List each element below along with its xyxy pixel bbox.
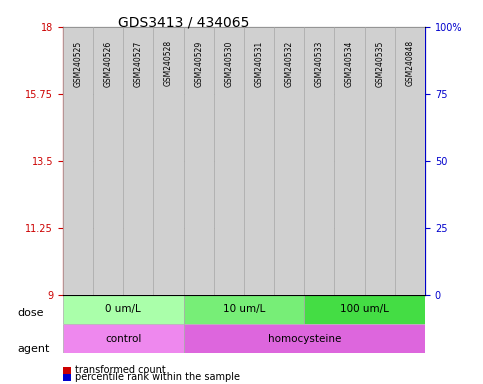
Bar (341, 229, 358, 295)
FancyBboxPatch shape (184, 27, 213, 295)
FancyBboxPatch shape (395, 27, 425, 295)
Bar (250, 169, 268, 295)
Text: agent: agent (17, 344, 49, 354)
Text: 100 um/L: 100 um/L (340, 305, 389, 314)
Point (406, 43, 414, 49)
Bar (159, 167, 178, 295)
Text: GSM240527: GSM240527 (134, 40, 143, 86)
FancyBboxPatch shape (334, 27, 365, 295)
Text: 10 um/L: 10 um/L (223, 305, 265, 314)
Text: GSM240532: GSM240532 (284, 40, 294, 86)
FancyBboxPatch shape (154, 27, 184, 295)
FancyBboxPatch shape (304, 295, 425, 324)
Point (195, 67, 202, 73)
FancyBboxPatch shape (123, 27, 154, 295)
Point (165, 56, 172, 62)
FancyBboxPatch shape (184, 295, 304, 324)
FancyBboxPatch shape (365, 27, 395, 295)
Point (376, 51, 384, 57)
Point (285, 56, 293, 62)
Text: GSM240528: GSM240528 (164, 40, 173, 86)
Bar (401, 122, 419, 295)
Text: GSM240848: GSM240848 (405, 40, 414, 86)
Bar (280, 217, 298, 295)
FancyBboxPatch shape (63, 27, 93, 295)
Text: transformed count: transformed count (75, 365, 166, 375)
Text: GSM240531: GSM240531 (255, 40, 264, 86)
FancyBboxPatch shape (304, 27, 334, 295)
Text: GDS3413 / 434065: GDS3413 / 434065 (118, 15, 249, 29)
Text: dose: dose (17, 308, 43, 318)
Bar (311, 166, 328, 295)
Text: GSM240535: GSM240535 (375, 40, 384, 87)
Bar (371, 167, 389, 295)
Text: GSM240534: GSM240534 (345, 40, 354, 87)
Bar (69, 155, 87, 295)
FancyBboxPatch shape (184, 324, 425, 353)
Bar (189, 248, 208, 295)
Point (255, 51, 263, 57)
Point (346, 51, 354, 57)
Text: percentile rank within the sample: percentile rank within the sample (75, 372, 240, 382)
Text: GSM240525: GSM240525 (73, 40, 83, 86)
FancyBboxPatch shape (213, 27, 244, 295)
Bar (99, 162, 117, 295)
FancyBboxPatch shape (63, 324, 184, 353)
Point (134, 48, 142, 54)
Text: control: control (105, 334, 142, 344)
FancyBboxPatch shape (274, 27, 304, 295)
Bar (129, 164, 147, 295)
Text: GSM240529: GSM240529 (194, 40, 203, 86)
Text: 0 um/L: 0 um/L (105, 305, 141, 314)
Bar (220, 252, 238, 295)
FancyBboxPatch shape (63, 295, 184, 324)
Point (104, 43, 112, 49)
Text: GSM240533: GSM240533 (315, 40, 324, 87)
Text: homocysteine: homocysteine (268, 334, 341, 344)
Point (315, 51, 323, 57)
Text: GSM240526: GSM240526 (103, 40, 113, 86)
FancyBboxPatch shape (244, 27, 274, 295)
Point (74, 43, 82, 49)
Text: GSM240530: GSM240530 (224, 40, 233, 87)
Point (225, 67, 233, 73)
FancyBboxPatch shape (93, 27, 123, 295)
